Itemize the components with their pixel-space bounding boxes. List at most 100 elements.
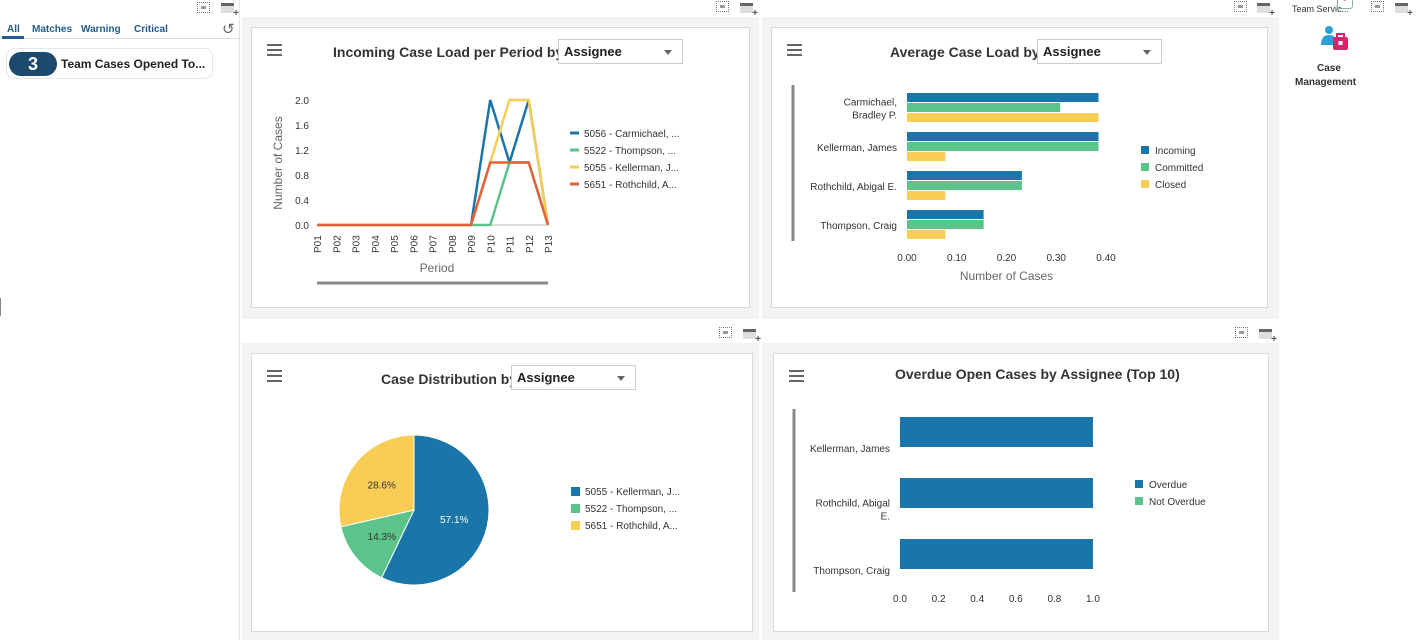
chevron-down-icon	[617, 376, 625, 381]
menu-icon[interactable]	[267, 44, 282, 56]
y-tick-label: 0.0	[295, 221, 309, 232]
bar	[907, 132, 1099, 141]
y-tick-label: 1.6	[295, 121, 309, 132]
bar	[907, 191, 946, 200]
x-tick-label: P04	[371, 235, 382, 253]
x-tick-label: P10	[486, 235, 497, 253]
category-label: Bradley P.	[852, 111, 897, 122]
menu-icon[interactable]	[787, 44, 802, 56]
slice-label: 14.3%	[368, 532, 396, 543]
bar	[907, 181, 1022, 190]
legend-swatch	[1135, 497, 1143, 505]
series-line	[317, 161, 550, 227]
add-content-icon[interactable]	[1257, 3, 1275, 19]
add-content-icon[interactable]	[743, 329, 761, 345]
refresh-icon[interactable]: ↺	[222, 21, 235, 38]
y-tick-label: 2.0	[295, 96, 309, 107]
legend-label: 5651 - Rothchild, A...	[584, 180, 677, 191]
menu-icon[interactable]	[789, 370, 804, 382]
x-tick-label: P03	[352, 235, 363, 253]
bar	[907, 142, 1099, 151]
case-management-icon[interactable]	[1318, 25, 1350, 53]
tab-warning[interactable]: Warning	[81, 24, 121, 35]
legend-swatch	[1141, 163, 1149, 171]
chart-title: Average Case Load by	[890, 44, 1040, 60]
x-tick-label: 0.6	[1009, 594, 1023, 605]
average-case-load-card: Average Case Load by Assignee Carmichael…	[771, 27, 1268, 308]
bar	[900, 539, 1093, 569]
bar	[907, 103, 1061, 112]
incoming-case-load-card: Incoming Case Load per Period by Assigne…	[251, 27, 750, 308]
category-label: Thompson, Craig	[820, 221, 897, 232]
pie-chart: 57.1% 5055 - Kellerman, J... 14.3% 5522 - T…	[338, 434, 680, 586]
bar	[907, 210, 984, 219]
expand-icon[interactable]	[1235, 327, 1248, 338]
y-axis-title: Number of Cases	[271, 116, 285, 209]
x-tick-label: P08	[448, 235, 459, 253]
bar-chart: Carmichael, Bradley P. Kellerman, James Rot…	[791, 85, 1203, 283]
tab-all[interactable]: All	[7, 24, 20, 35]
dropdown-value: Assignee	[1043, 44, 1101, 59]
overdue-open-cases-card: Overdue Open Cases by Assignee (Top 10) …	[773, 353, 1269, 632]
x-tick-label: P09	[467, 235, 478, 253]
tab-divider	[0, 38, 240, 39]
pie-slice	[338, 434, 415, 528]
legend-swatch	[1141, 180, 1149, 188]
bar	[907, 171, 1022, 180]
add-content-icon[interactable]	[221, 3, 239, 19]
add-content-icon[interactable]	[1395, 3, 1413, 19]
category-label: Carmichael,	[844, 98, 897, 109]
legend-label: Not Overdue	[1149, 497, 1206, 508]
pane-resize-handle[interactable]	[0, 298, 1, 316]
x-tick-label: 0.8	[1047, 594, 1061, 605]
legend-label: Closed	[1155, 180, 1186, 191]
watchlist-count-badge: 3	[9, 52, 57, 76]
legend-swatch	[1141, 146, 1149, 154]
case-distribution-card: Case Distribution by Assignee 57.1% 5055 …	[251, 353, 753, 632]
x-tick-label: 0.2	[932, 594, 946, 605]
case-management-label[interactable]: Management	[1295, 77, 1357, 88]
pie-slice	[340, 509, 415, 579]
chart-title: Incoming Case Load per Period by	[333, 44, 564, 60]
x-tick-label: P11	[506, 236, 517, 253]
expand-icon[interactable]	[719, 327, 732, 338]
tab-critical[interactable]: Critical	[134, 24, 168, 35]
x-tick-label: 0.20	[997, 253, 1017, 264]
expand-icon[interactable]	[1234, 1, 1247, 12]
x-tick-label: 0.30	[1047, 253, 1067, 264]
series-line	[317, 161, 550, 227]
legend-swatch	[571, 504, 580, 513]
category-label: Kellerman, James	[817, 143, 897, 154]
dropdown-value: Assignee	[564, 44, 622, 59]
dropdown-value: Assignee	[517, 370, 575, 385]
collapse-icon[interactable]: ˆ	[1337, 0, 1353, 9]
legend-label: 5055 - Kellerman, J...	[585, 487, 680, 498]
legend-label: 5522 - Thompson, ...	[585, 504, 677, 515]
x-tick-label: 0.10	[947, 253, 967, 264]
watchlist-pane: All Matches Warning Critical ↺ 3 Team Ca…	[0, 0, 240, 640]
legend-swatch	[1135, 480, 1143, 488]
legend-swatch	[571, 487, 580, 496]
expand-icon[interactable]	[1371, 1, 1384, 12]
watchlist-item[interactable]: 3 Team Cases Opened To...	[6, 48, 213, 79]
assignee-dropdown[interactable]: Assignee	[511, 365, 636, 390]
slice-label: 57.1%	[440, 515, 468, 526]
watchlist-label: Team Cases Opened To...	[61, 57, 206, 71]
assignee-dropdown[interactable]: Assignee	[1037, 39, 1162, 64]
bar-chart: Kellerman, James Rothchild, Abigal E. Thomp…	[792, 409, 1206, 605]
add-content-icon[interactable]	[1259, 329, 1277, 345]
x-tick-label: P12	[525, 235, 536, 253]
bar	[907, 220, 984, 229]
menu-icon[interactable]	[267, 370, 282, 382]
pie-slice	[380, 434, 490, 586]
add-content-icon[interactable]	[740, 3, 758, 19]
assignee-dropdown[interactable]: Assignee	[558, 39, 683, 64]
case-management-label[interactable]: Case	[1317, 63, 1341, 74]
x-axis-title: Period	[420, 261, 455, 275]
x-tick-label: P13	[544, 235, 555, 253]
expand-icon[interactable]	[716, 1, 729, 12]
expand-icon[interactable]	[197, 2, 210, 13]
tab-matches[interactable]: Matches	[32, 24, 73, 35]
x-tick-label: P07	[429, 235, 440, 253]
legend-label: 5055 - Kellerman, J...	[584, 163, 679, 174]
